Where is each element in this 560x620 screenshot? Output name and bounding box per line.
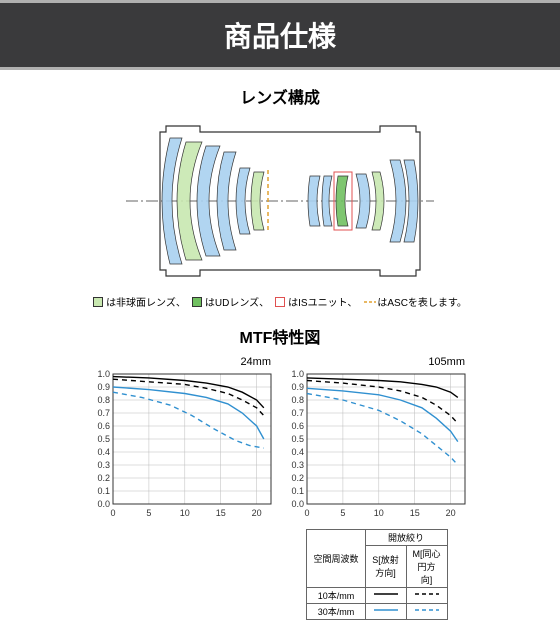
chart-label-24mm: 24mm [89,356,277,368]
svg-text:0.6: 0.6 [97,421,110,431]
svg-text:0.1: 0.1 [97,486,110,496]
svg-text:0.5: 0.5 [291,434,304,444]
col-m: M[同心円方向] [406,545,447,587]
svg-text:0.4: 0.4 [97,447,110,457]
svg-text:0.9: 0.9 [97,382,110,392]
svg-text:20: 20 [446,508,456,518]
legend-item: はUDレンズ、 [192,294,269,309]
lens-legend: は非球面レンズ、はUDレンズ、はISユニット、はASCを表します。 [0,294,560,310]
svg-text:1.0: 1.0 [291,370,304,379]
col-s: S[放射方向] [365,545,406,587]
svg-text:0.9: 0.9 [291,382,304,392]
svg-text:0.3: 0.3 [97,460,110,470]
col-aperture: 開放絞り [365,529,447,545]
col-freq: 空間周波数 [307,529,365,587]
row-10: 10本/mm [307,587,365,603]
svg-text:20: 20 [252,508,262,518]
svg-text:0.2: 0.2 [97,473,110,483]
legend-item: はISユニット、 [275,294,357,309]
dash-m30 [406,603,447,619]
dash-m10 [406,587,447,603]
svg-text:0.6: 0.6 [291,421,304,431]
svg-text:10: 10 [374,508,384,518]
svg-text:0.2: 0.2 [291,473,304,483]
svg-text:0.7: 0.7 [291,408,304,418]
svg-text:15: 15 [216,508,226,518]
lens-diagram [0,116,560,286]
svg-text:0: 0 [304,508,309,518]
mtf-svg-24mm: 0.0 0.1 0.2 0.3 0.4 0.5 0.6 0.7 0.8 0.9 1.0 0 5 10 15 2… [89,370,277,520]
svg-text:0.5: 0.5 [97,434,110,444]
mtf-svg-105mm: 0.0 0.1 0.2 0.3 0.4 0.5 0.6 0.7 0.8 0.9 1.0 0 5 10 15 2… [283,370,471,520]
mtf-chart-105mm: 105mm 0.00.10.20.30.40.50.60.70.80.91.00… [283,356,471,525]
page-header: 商品仕様 [0,0,560,70]
svg-text:0.0: 0.0 [97,499,110,509]
lens-svg [120,116,440,286]
svg-text:0.8: 0.8 [97,395,110,405]
dash-s30 [365,603,406,619]
chart-label-105mm: 105mm [283,356,471,368]
svg-text:0.7: 0.7 [97,408,110,418]
svg-text:0.1: 0.1 [291,486,304,496]
svg-text:15: 15 [410,508,420,518]
mtf-section-title: MTF特性図 [0,324,560,348]
lens-section-title: レンズ構成 [0,84,560,108]
mtf-chart-24mm: 24mm 0.0 0.1 0.2 0.3 0.4 0.5 0.6 0.7 0.8 0.9 1.0 0 5… [89,356,277,620]
legend-item: は非球面レンズ、 [93,294,186,309]
row-30: 30本/mm [307,603,365,619]
svg-text:0.4: 0.4 [291,447,304,457]
svg-text:1.0: 1.0 [97,370,110,379]
dash-s10 [365,587,406,603]
header-title: 商品仕様 [224,21,336,52]
svg-text:0.3: 0.3 [291,460,304,470]
svg-text:0.0: 0.0 [291,499,304,509]
svg-text:5: 5 [340,508,345,518]
svg-text:0.8: 0.8 [291,395,304,405]
mtf-charts: 24mm 0.0 0.1 0.2 0.3 0.4 0.5 0.6 0.7 0.8 0.9 1.0 0 5… [0,356,560,620]
svg-text:0: 0 [110,508,115,518]
legend-item: はASCを表します。 [363,294,467,309]
svg-text:10: 10 [180,508,190,518]
mtf-legend-table: 空間周波数 開放絞り S[放射方向] M[同心円方向] 10本/mm 30本/m… [306,529,447,620]
svg-text:5: 5 [146,508,151,518]
